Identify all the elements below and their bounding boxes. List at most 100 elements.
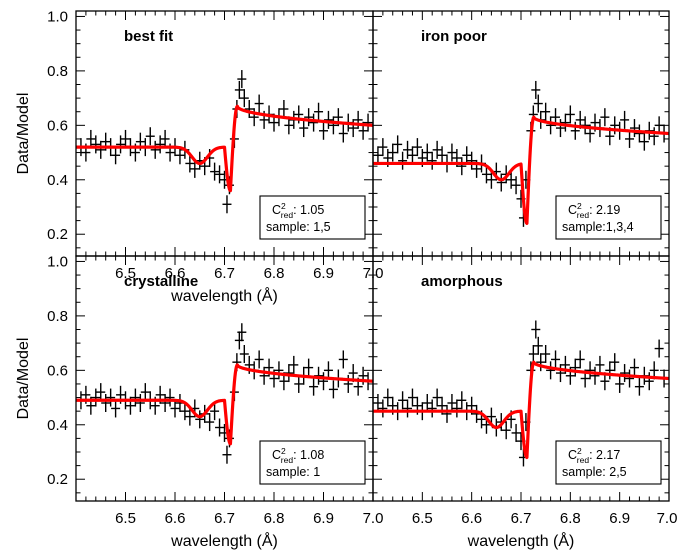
data-point	[383, 388, 393, 407]
data-point	[457, 391, 467, 410]
sample-label: sample: 2,5	[562, 465, 627, 479]
x-tick-label: 6.7	[511, 510, 532, 527]
data-point	[620, 364, 630, 383]
data-point	[111, 399, 121, 418]
data-point	[239, 345, 249, 363]
data-point	[625, 129, 635, 148]
data-points	[76, 70, 373, 214]
x-tick-label: 6.9	[313, 265, 334, 282]
data-point	[373, 394, 383, 412]
data-point	[560, 113, 570, 132]
data-point	[533, 336, 543, 355]
data-point	[116, 135, 126, 154]
data-point	[600, 108, 610, 127]
data-point	[309, 113, 319, 132]
x-tick-label: 7.0	[363, 510, 384, 527]
data-point	[91, 135, 101, 154]
data-point	[615, 374, 625, 393]
data-point	[462, 146, 472, 165]
x-tick-label: 6.5	[115, 510, 136, 527]
data-point	[481, 165, 491, 184]
data-point	[378, 138, 388, 157]
data-point	[135, 394, 145, 412]
data-point	[541, 345, 551, 363]
data-point	[644, 372, 654, 391]
data-point	[279, 100, 289, 118]
data-point	[570, 358, 580, 377]
y-tick-label: 1.0	[47, 253, 68, 270]
data-point	[403, 140, 413, 159]
data-point	[180, 402, 190, 421]
data-point	[338, 124, 348, 143]
panel-frame	[372, 255, 670, 502]
y-tick-label: 0.8	[47, 63, 68, 80]
data-point	[215, 165, 225, 184]
data-point	[121, 129, 130, 148]
data-point	[244, 100, 254, 118]
data-point	[422, 143, 432, 162]
data-point	[393, 135, 403, 154]
data-point	[422, 394, 432, 412]
data-point	[467, 151, 477, 170]
x-axis-title: wavelength (Å)	[170, 531, 278, 550]
data-point	[274, 361, 284, 380]
model-curve	[371, 360, 671, 460]
data-point	[314, 102, 324, 121]
data-point	[86, 129, 96, 148]
data-point	[210, 402, 220, 421]
data-point	[170, 399, 180, 418]
data-point	[304, 108, 314, 127]
data-point	[348, 119, 358, 138]
y-tick-label: 1.0	[47, 8, 68, 25]
data-point	[388, 143, 398, 162]
model-curve	[74, 104, 375, 193]
model-curve	[371, 115, 671, 225]
y-tick-label: 0.2	[47, 471, 68, 488]
data-point	[427, 151, 437, 170]
data-point	[378, 399, 388, 418]
data-point	[511, 176, 521, 195]
data-point	[323, 361, 333, 380]
data-point	[96, 383, 106, 402]
data-point	[165, 388, 175, 407]
sample-label: sample: 1,5	[266, 220, 331, 234]
data-point	[299, 119, 309, 138]
data-point	[323, 110, 333, 129]
y-axis-title: Data/Model	[15, 338, 32, 420]
data-point	[511, 423, 521, 442]
panel-label: iron poor	[421, 28, 487, 45]
data-point	[319, 372, 328, 391]
data-point	[565, 105, 575, 124]
y-tick-label: 0.8	[47, 308, 68, 325]
data-point	[442, 404, 452, 423]
x-axis-title: wavelength (Å)	[170, 286, 278, 305]
data-point	[249, 108, 259, 127]
panel-label: amorphous	[421, 273, 503, 290]
x-tick-label: 6.9	[313, 510, 334, 527]
data-point	[546, 361, 556, 380]
data-point	[452, 399, 462, 418]
data-point	[101, 394, 111, 412]
data-point	[585, 361, 595, 380]
data-point	[319, 121, 328, 140]
data-point	[363, 113, 373, 132]
data-point	[96, 140, 106, 159]
data-point	[343, 374, 353, 393]
data-point	[237, 323, 247, 342]
data-point	[531, 80, 541, 99]
x-axis-title: wavelength (Å)	[467, 531, 575, 550]
data-point	[595, 355, 605, 374]
x-tick-label: 6.6	[461, 510, 482, 527]
y-tick-label: 0.6	[47, 117, 68, 134]
data-point	[130, 388, 140, 407]
data-point	[528, 345, 538, 363]
data-point	[639, 132, 649, 151]
data-point	[536, 353, 546, 372]
data-point	[195, 410, 205, 429]
data-point	[551, 350, 561, 369]
data-point	[546, 116, 556, 135]
